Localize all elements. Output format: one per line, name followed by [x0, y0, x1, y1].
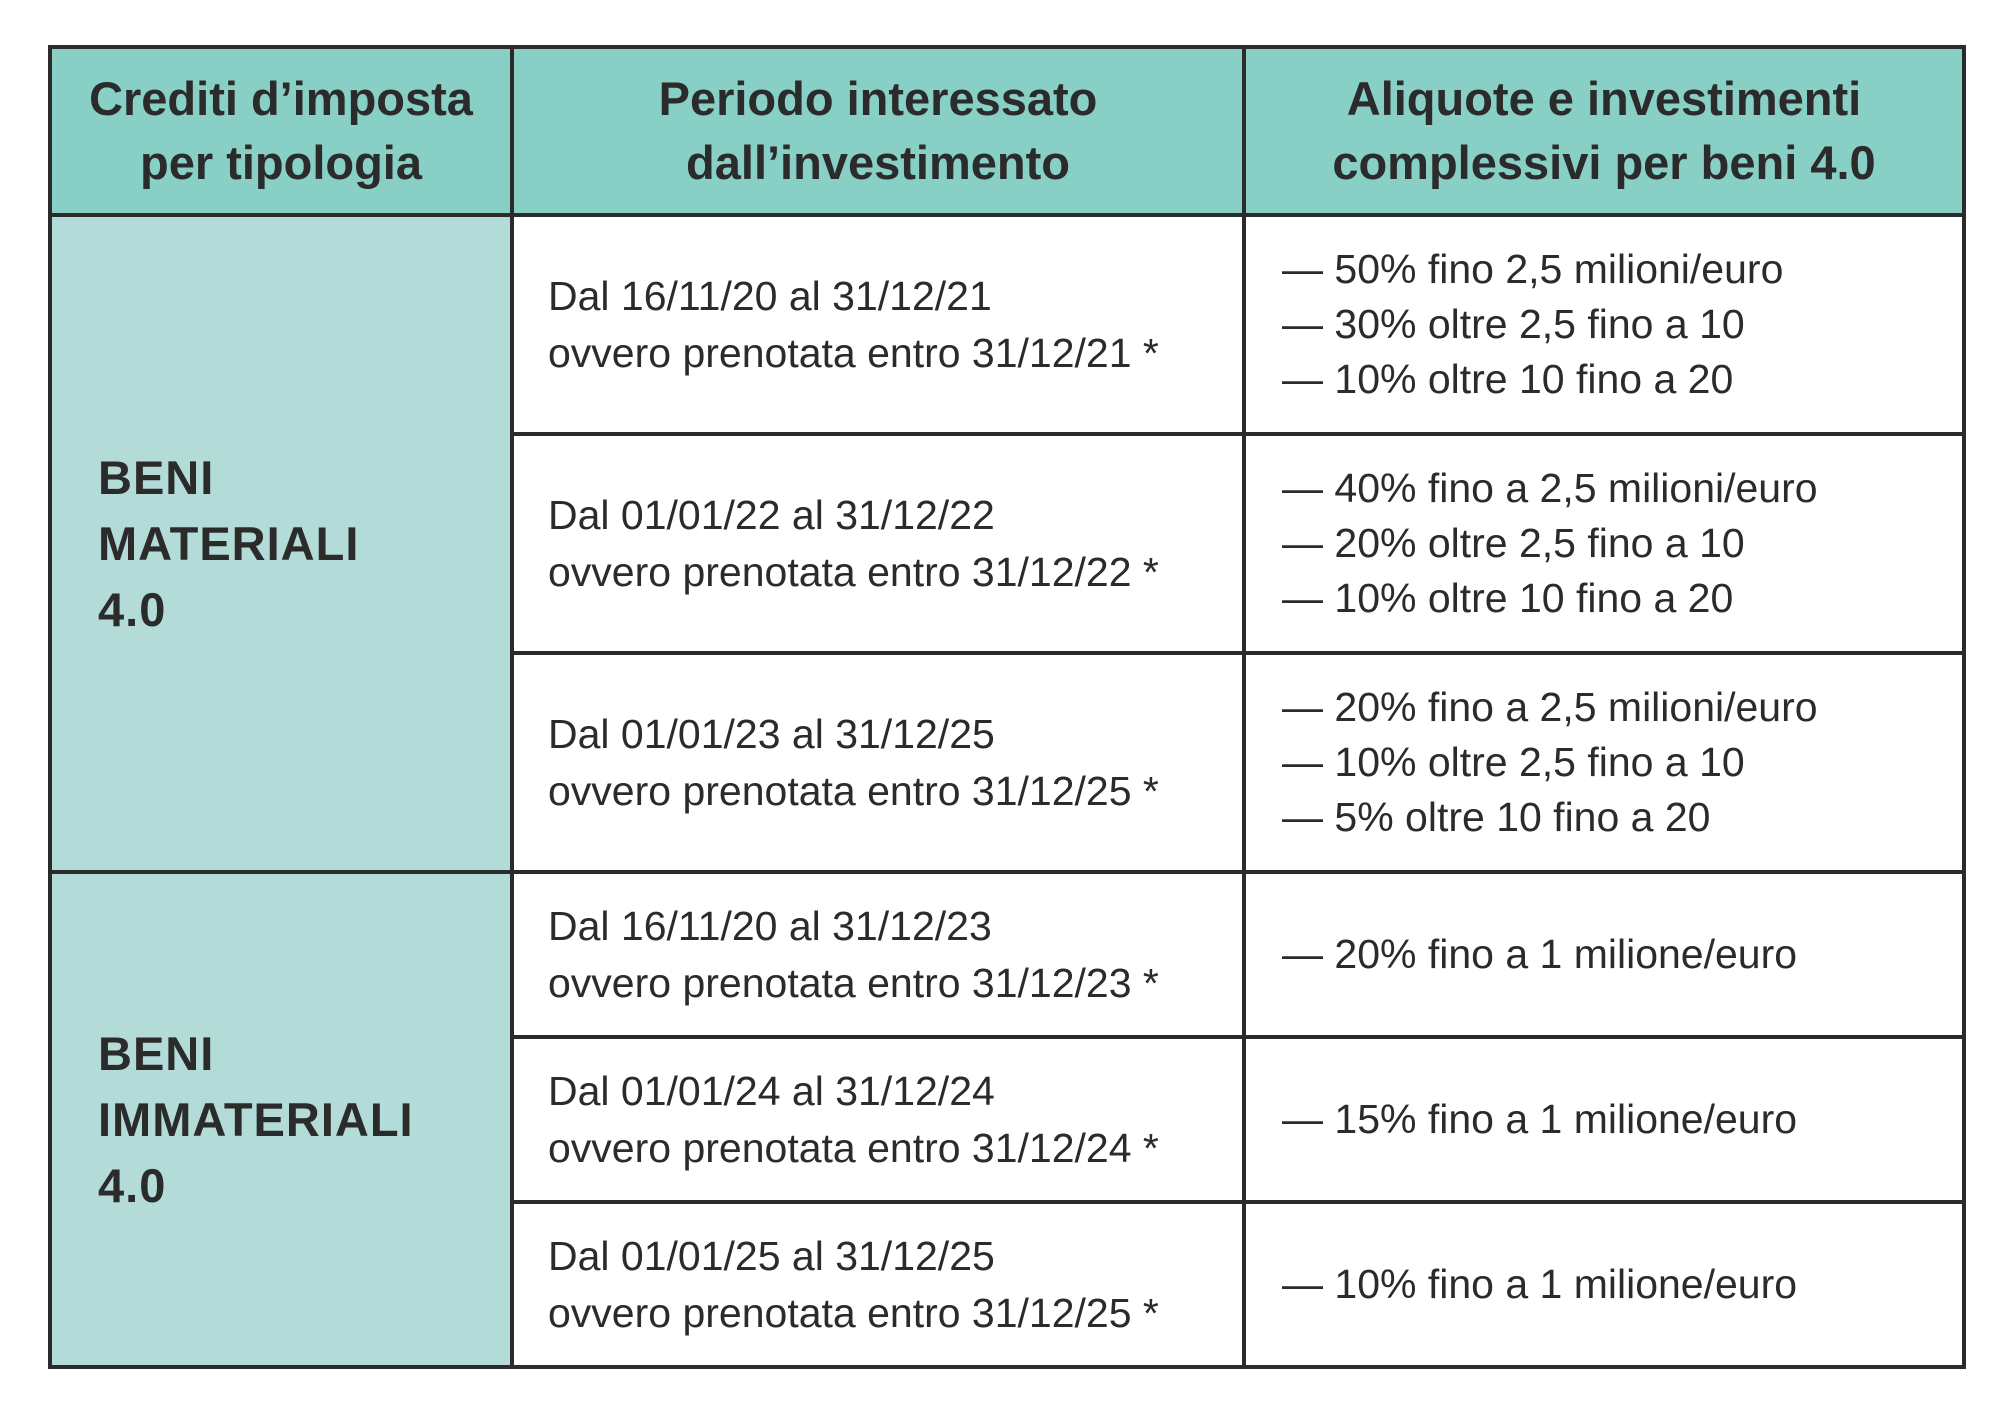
rate-line: — 10% oltre 2,5 fino a 10 [1282, 739, 1745, 785]
period-cell: Dal 01/01/25 al 31/12/25 ovvero prenotat… [510, 1200, 1246, 1369]
period-cell: Dal 01/01/22 al 31/12/22 ovvero prenotat… [510, 432, 1246, 655]
rates-cell: — 10% fino a 1 milione/euro [1242, 1200, 1966, 1369]
header-type-line-1: Crediti d’imposta [89, 72, 473, 125]
rates-cell: — 20% fino a 2,5 milioni/euro — 10% oltr… [1242, 651, 1966, 874]
period-line: Dal 01/01/23 al 31/12/25 [548, 710, 995, 757]
period-line: Dal 16/11/20 al 31/12/21 [548, 272, 992, 319]
rate-line: — 5% oltre 10 fino a 20 [1282, 794, 1711, 840]
table-row: BENI IMMATERIALI 4.0 Dal 16/11/20 al 31/… [48, 870, 1966, 1369]
category-line: BENI [98, 450, 215, 504]
period-cell: Dal 01/01/23 al 31/12/25 ovvero prenotat… [510, 651, 1246, 874]
rate-line: — 10% oltre 10 fino a 20 [1282, 356, 1734, 402]
period-line: ovvero prenotata entro 31/12/25 * [548, 1289, 1159, 1336]
category-cell-materiali: BENI MATERIALI 4.0 [48, 213, 514, 874]
table-row: Dal 01/01/24 al 31/12/24 ovvero prenotat… [50, 1035, 1966, 1204]
category-cell-immateriali: BENI IMMATERIALI 4.0 [48, 870, 514, 1369]
period-line: Dal 01/01/25 al 31/12/25 [548, 1232, 995, 1279]
rate-line: — 40% fino a 2,5 milioni/euro [1282, 465, 1818, 511]
period-cell: Dal 01/01/24 al 31/12/24 ovvero prenotat… [510, 1035, 1246, 1204]
header-rates-line-1: Aliquote e investimenti [1346, 72, 1862, 125]
period-line: Dal 01/01/22 al 31/12/22 [548, 491, 995, 538]
period-cell: Dal 16/11/20 al 31/12/21 ovvero prenotat… [510, 213, 1246, 436]
header-rates-line-2: complessivi per beni 4.0 [1332, 136, 1876, 189]
rates-cell: — 50% fino 2,5 milioni/euro — 30% oltre … [1242, 213, 1966, 436]
rate-line: — 30% oltre 2,5 fino a 10 [1282, 301, 1745, 347]
category-line: MATERIALI [98, 516, 360, 570]
table-row: Dal 01/01/23 al 31/12/25 ovvero prenotat… [50, 651, 1966, 874]
rate-line: — 15% fino a 1 milione/euro [1282, 1096, 1798, 1142]
table-header: Crediti d’imposta per tipologia Periodo … [48, 45, 1966, 217]
header-period-line-1: Periodo interessato [658, 72, 1098, 125]
rate-line: — 20% fino a 1 milione/euro [1282, 931, 1798, 977]
period-line: ovvero prenotata entro 31/12/21 * [548, 329, 1159, 376]
header-row: Crediti d’imposta per tipologia Periodo … [48, 45, 1966, 217]
period-line: ovvero prenotata entro 31/12/24 * [548, 1124, 1159, 1171]
category-line: IMMATERIALI [98, 1092, 414, 1146]
table-body: BENI MATERIALI 4.0 Dal 16/11/20 al 31/12… [48, 213, 1966, 1369]
header-cell-rates: Aliquote e investimenti complessivi per … [1242, 45, 1966, 217]
header-period-line-2: dall’investimento [686, 136, 1070, 189]
table-row: Dal 01/01/25 al 31/12/25 ovvero prenotat… [50, 1200, 1966, 1369]
header-type-line-2: per tipologia [140, 136, 422, 189]
period-line: ovvero prenotata entro 31/12/22 * [548, 548, 1159, 595]
period-cell: Dal 16/11/20 al 31/12/23 ovvero prenotat… [510, 870, 1246, 1039]
category-line: 4.0 [98, 1158, 167, 1212]
category-line: BENI [98, 1026, 215, 1080]
header-cell-type: Crediti d’imposta per tipologia [48, 45, 514, 217]
period-line: ovvero prenotata entro 31/12/25 * [548, 767, 1159, 814]
period-line: Dal 01/01/24 al 31/12/24 [548, 1067, 995, 1114]
category-line: 4.0 [98, 582, 167, 636]
rates-cell: — 20% fino a 1 milione/euro [1242, 870, 1966, 1039]
period-line: ovvero prenotata entro 31/12/23 * [548, 959, 1159, 1006]
rate-line: — 20% fino a 2,5 milioni/euro [1282, 684, 1818, 730]
rate-line: — 50% fino 2,5 milioni/euro [1282, 246, 1784, 292]
rate-line: — 10% oltre 10 fino a 20 [1282, 575, 1734, 621]
rates-cell: — 40% fino a 2,5 milioni/euro — 20% oltr… [1242, 432, 1966, 655]
table-row: BENI MATERIALI 4.0 Dal 16/11/20 al 31/12… [48, 213, 1966, 874]
rate-line: — 10% fino a 1 milione/euro [1282, 1261, 1798, 1307]
rates-cell: — 15% fino a 1 milione/euro [1242, 1035, 1966, 1204]
rate-line: — 20% oltre 2,5 fino a 10 [1282, 520, 1745, 566]
table-row: Dal 01/01/22 al 31/12/22 ovvero prenotat… [50, 432, 1966, 655]
tax-credit-table: Crediti d’imposta per tipologia Periodo … [48, 45, 1966, 1369]
tax-credit-table-container: Crediti d’imposta per tipologia Periodo … [48, 45, 1966, 1369]
header-cell-period: Periodo interessato dall’investimento [510, 45, 1246, 217]
period-line: Dal 16/11/20 al 31/12/23 [548, 902, 992, 949]
